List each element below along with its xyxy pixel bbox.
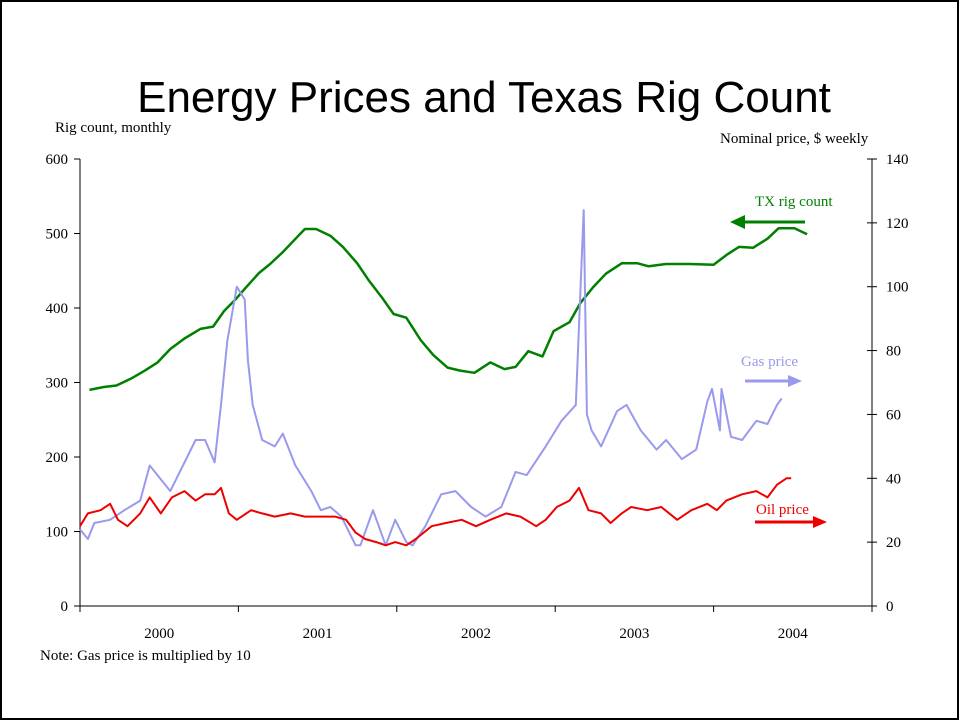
y2-tick-label: 20	[886, 535, 901, 551]
series-label: Gas price	[741, 354, 798, 370]
y-tick-label: 600	[46, 152, 69, 168]
arrow-head	[813, 516, 827, 528]
x-tick-label: 2002	[461, 626, 491, 642]
x-tick-label: 2004	[778, 626, 809, 642]
series-line	[79, 477, 792, 547]
y2-tick-label: 140	[886, 152, 909, 168]
arrows	[730, 215, 827, 528]
y2-axis-label: Nominal price, $ weekly	[720, 131, 869, 147]
y2-tick-label: 40	[886, 471, 901, 487]
y-tick-label: 400	[46, 301, 69, 317]
y2-tick-label: 80	[886, 344, 901, 360]
y2-tick-label: 120	[886, 216, 909, 232]
y-tick-label: 300	[46, 376, 69, 392]
y-tick-label: 100	[46, 525, 69, 541]
x-tick-label: 2003	[619, 626, 649, 642]
x-tick-label: 2000	[144, 626, 174, 642]
note: Note: Gas price is multiplied by 10	[40, 648, 251, 664]
y2-tick-label: 60	[886, 407, 901, 423]
x-tick-label: 2001	[303, 626, 333, 642]
arrow-head	[730, 215, 745, 229]
arrow-head	[788, 375, 802, 387]
y-tick-label: 0	[61, 599, 69, 615]
series-label: TX rig count	[755, 194, 833, 210]
series-label: Oil price	[756, 502, 809, 518]
y-tick-label: 200	[46, 450, 69, 466]
y-tick-label: 500	[46, 227, 69, 243]
y2-tick-label: 0	[886, 599, 894, 615]
series-line	[89, 227, 808, 392]
y-axis-label: Rig count, monthly	[55, 120, 172, 136]
y2-tick-label: 100	[886, 280, 909, 296]
chart-title: Energy Prices and Texas Rig Count	[137, 73, 831, 122]
